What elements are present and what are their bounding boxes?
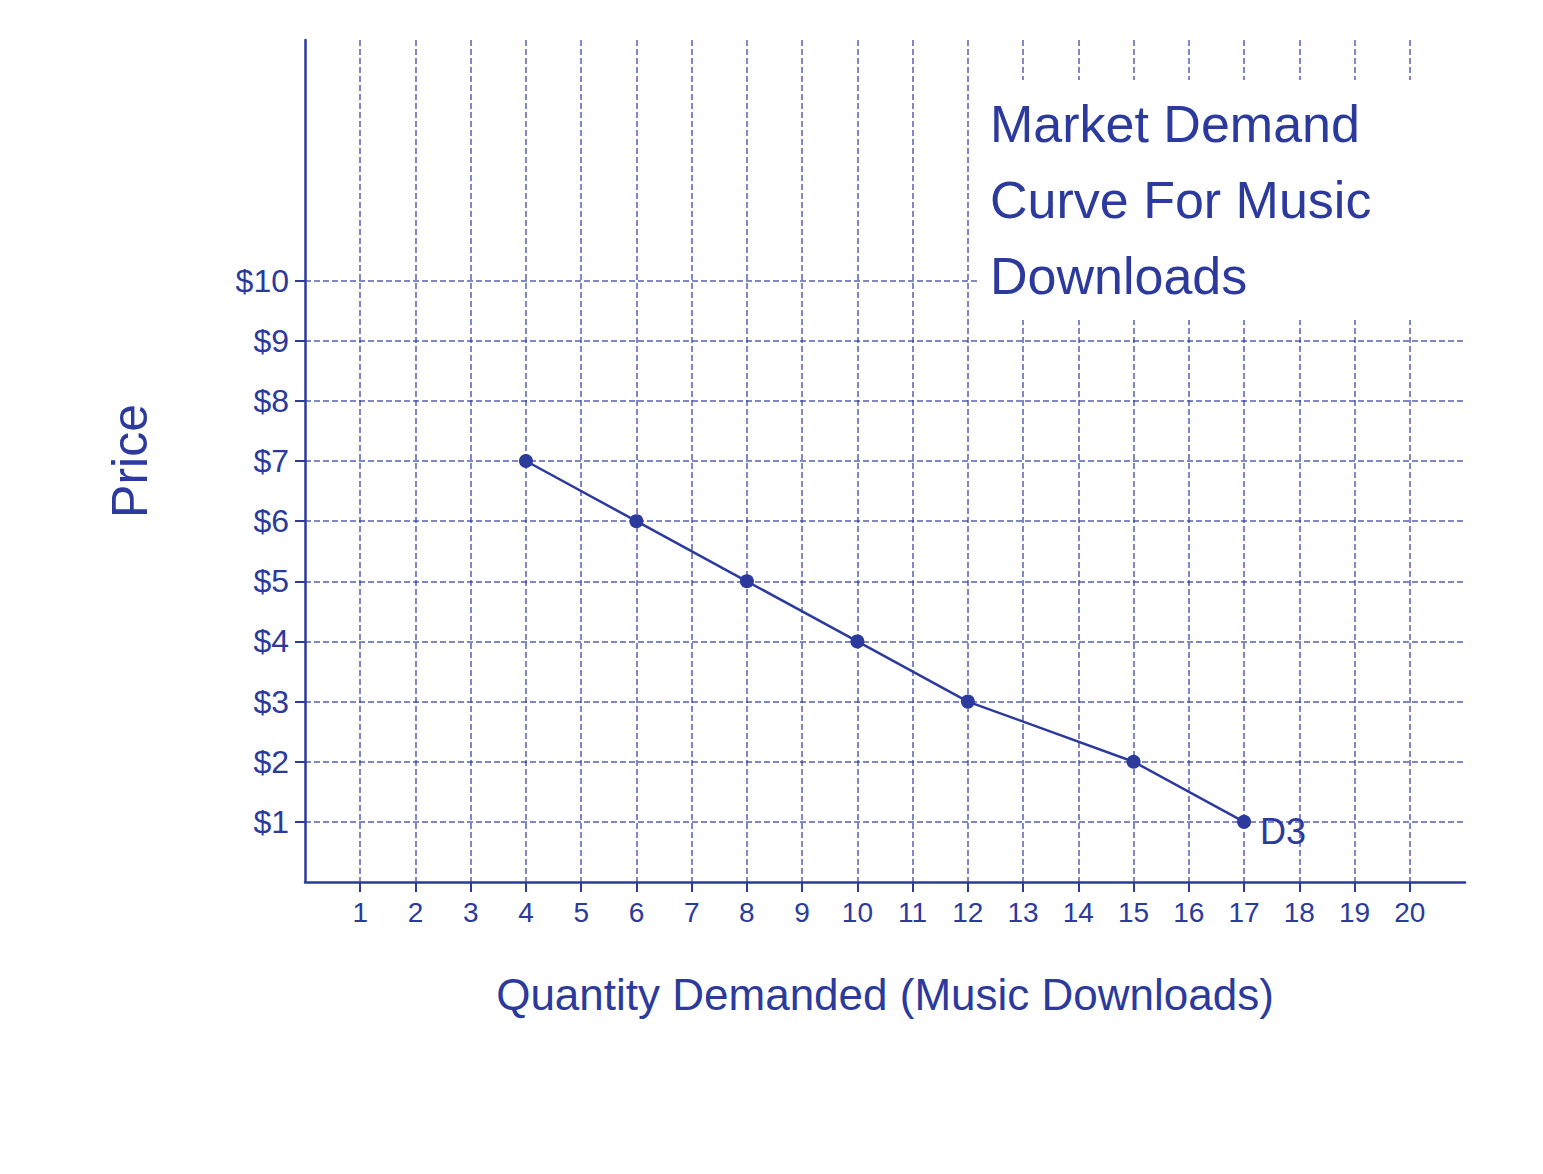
svg-text:16: 16 [1173,897,1204,928]
svg-text:$10: $10 [236,263,289,299]
svg-text:2: 2 [408,897,424,928]
svg-text:$9: $9 [253,323,289,359]
svg-text:14: 14 [1063,897,1094,928]
svg-text:Price: Price [102,404,158,518]
svg-text:13: 13 [1008,897,1039,928]
svg-text:$3: $3 [253,684,289,720]
svg-text:$2: $2 [253,744,289,780]
svg-text:5: 5 [573,897,589,928]
svg-text:1: 1 [352,897,368,928]
svg-text:7: 7 [684,897,700,928]
svg-text:10: 10 [842,897,873,928]
svg-text:$8: $8 [253,383,289,419]
svg-text:$5: $5 [253,563,289,599]
svg-text:Downloads: Downloads [990,247,1247,305]
svg-text:3: 3 [463,897,479,928]
svg-text:Market Demand: Market Demand [990,95,1374,153]
svg-text:Curve For Music: Curve For Music [990,171,1386,229]
svg-text:6: 6 [629,897,645,928]
svg-text:8: 8 [739,897,755,928]
svg-text:15: 15 [1118,897,1149,928]
svg-text:$1: $1 [253,804,289,840]
svg-text:$7: $7 [253,443,289,479]
svg-text:17: 17 [1228,897,1259,928]
svg-text:18: 18 [1284,897,1315,928]
svg-text:$6: $6 [253,503,289,539]
svg-text:Quantity Demanded (Music Downl: Quantity Demanded (Music Downloads) [496,970,1274,1019]
svg-text:4: 4 [518,897,534,928]
svg-text:20: 20 [1394,897,1425,928]
svg-text:11: 11 [898,897,927,928]
svg-text:19: 19 [1339,897,1370,928]
svg-text:D3: D3 [1260,811,1306,852]
svg-text:12: 12 [952,897,983,928]
svg-text:$4: $4 [253,623,289,659]
svg-text:9: 9 [794,897,810,928]
